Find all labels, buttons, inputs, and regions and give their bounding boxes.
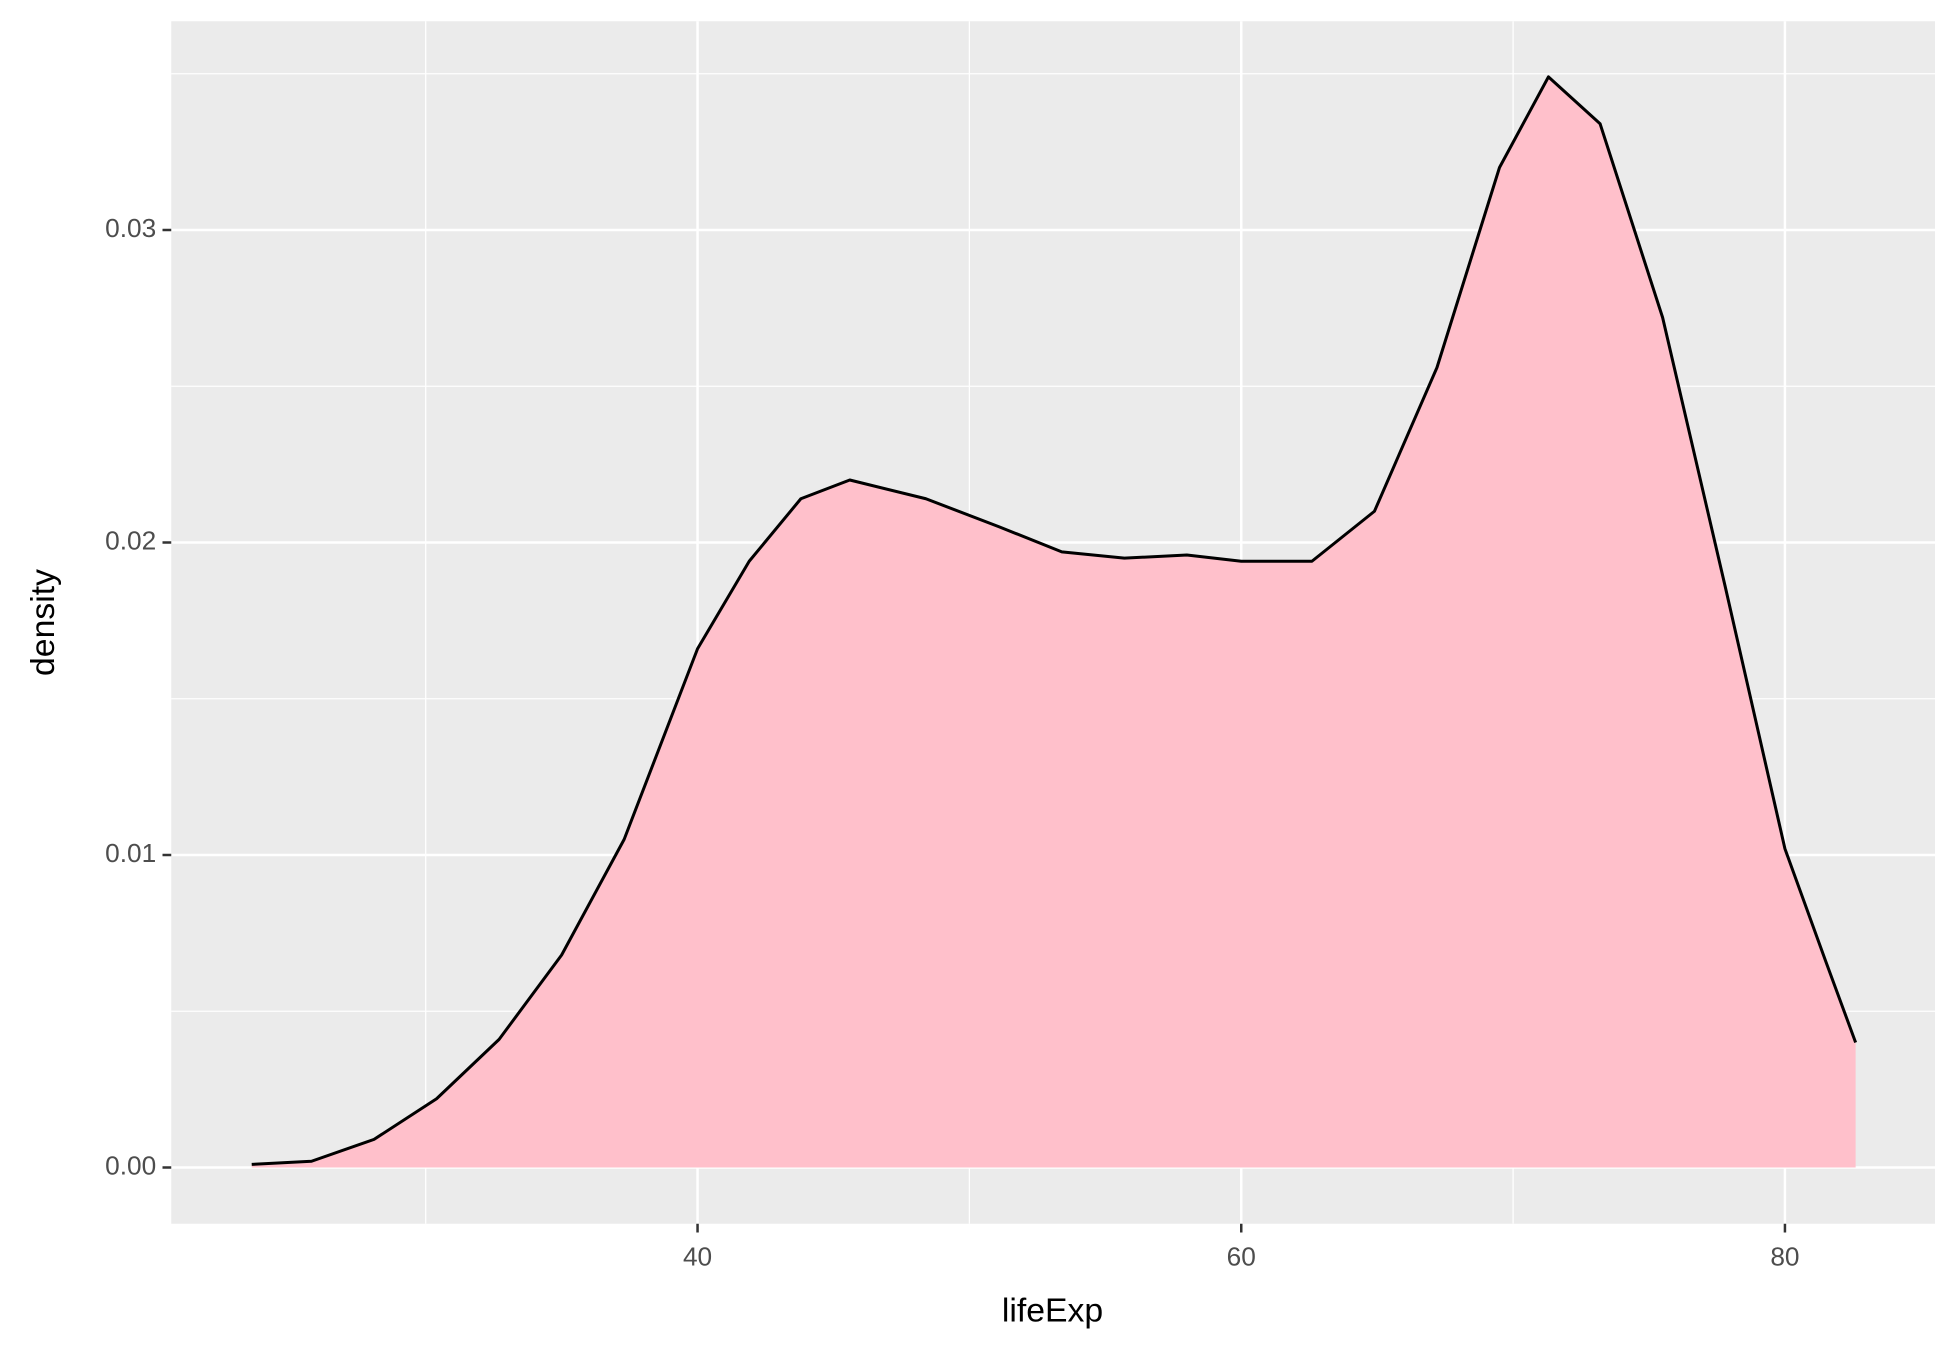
density-line bbox=[251, 75, 1858, 1166]
y-axis-title: density bbox=[24, 569, 62, 676]
y-tick-label: 0.03 bbox=[105, 213, 156, 243]
x-tick-label: 40 bbox=[683, 1242, 712, 1272]
y-tick-label: 0.00 bbox=[105, 1150, 156, 1180]
x-axis-title: lifeExp bbox=[1002, 1291, 1103, 1329]
axes: 40 60 80 0.00 0.01 0.02 0.03 bbox=[105, 213, 1799, 1272]
density-area bbox=[251, 76, 1856, 1168]
x-tick-label: 80 bbox=[1770, 1242, 1799, 1272]
x-tick-label: 60 bbox=[1227, 1242, 1256, 1272]
plot-area bbox=[251, 75, 1858, 1168]
y-tick-label: 0.02 bbox=[105, 525, 156, 555]
y-tick-label: 0.01 bbox=[105, 838, 156, 868]
